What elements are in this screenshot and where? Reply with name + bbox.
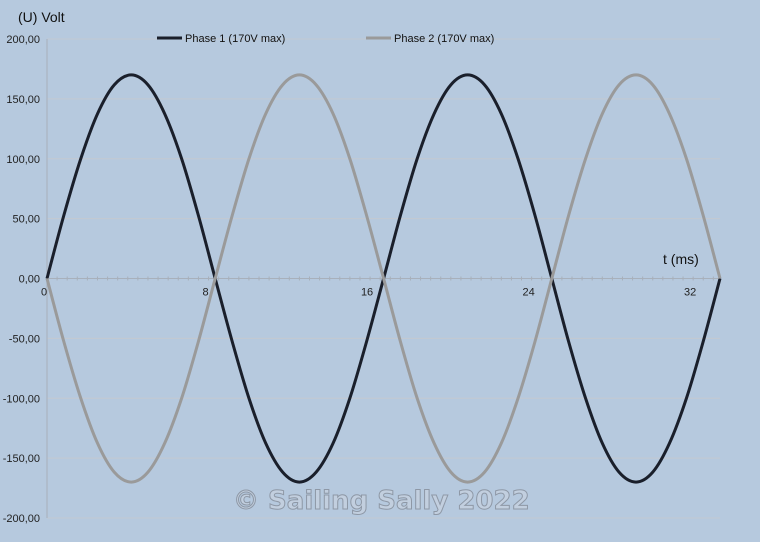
y-tick-label: 100,00 [6, 154, 40, 166]
x-tick-label: 16 [361, 287, 373, 299]
series-line-phase-2 [45, 73, 722, 484]
y-tick-label: 200,00 [6, 34, 40, 46]
x-tick-label: 8 [202, 287, 208, 299]
y-tick-label: 150,00 [6, 94, 40, 106]
y-tick-label: 0,00 [19, 274, 40, 286]
x-tick-label: 24 [522, 287, 534, 299]
x-axis-label: t (ms) [663, 251, 699, 267]
watermark: © Sailing Sally 2022 [233, 486, 530, 516]
series-group [45, 73, 722, 484]
legend-label-phase-2: Phase 2 (170V max) [394, 33, 494, 45]
y-tick-label: -50,00 [9, 333, 40, 345]
legend-label-phase-1: Phase 1 (170V max) [185, 33, 285, 45]
x-tick-label: 0 [41, 287, 47, 299]
y-tick-label: -150,00 [3, 453, 40, 465]
y-tick-label: -100,00 [3, 393, 40, 405]
x-tick-label: 32 [684, 287, 696, 299]
y-tick-label: -200,00 [3, 513, 40, 525]
y-tick-label: 50,00 [12, 214, 40, 226]
y-axis-label: (U) Volt [18, 9, 65, 25]
legend: Phase 1 (170V max) Phase 2 (170V max) [157, 33, 494, 45]
